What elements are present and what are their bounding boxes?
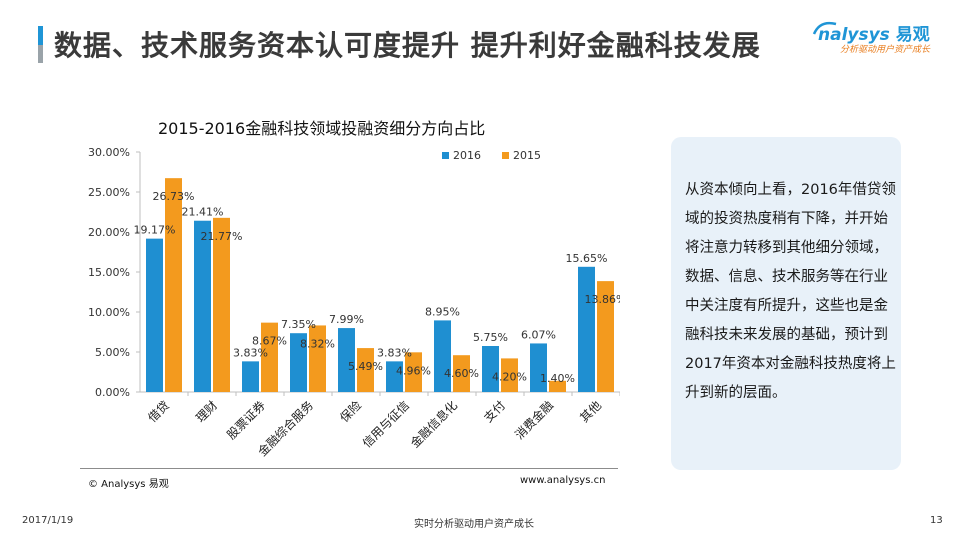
data-label-2015: 4.96% <box>396 364 431 377</box>
data-label-2015: 8.32% <box>300 337 335 350</box>
y-tick-label: 30.00% <box>88 146 130 159</box>
analysys-logo: nalysys 易观 分析驱动用户资产成长 <box>812 20 938 60</box>
note-text: 从资本倾向上看，2016年借贷领域的投资热度稍有下降，并开始将注意力转移到其他细… <box>685 182 896 401</box>
bar-2016 <box>146 238 163 392</box>
x-tick-label: 借贷 <box>145 398 172 425</box>
data-label-2015: 8.67% <box>252 335 287 348</box>
legend-label-2016: 2016 <box>453 149 481 162</box>
bar-2016 <box>338 328 355 392</box>
data-label-2016: 21.41% <box>182 206 224 219</box>
legend-swatch-2015 <box>502 152 509 159</box>
y-tick-label: 25.00% <box>88 186 130 199</box>
header-accent-bar-secondary <box>38 45 43 63</box>
bar-2015 <box>549 380 566 392</box>
logo-wordmark-latin: nalysys <box>818 25 890 45</box>
bar-2015 <box>165 178 182 392</box>
bar-2015 <box>357 348 374 392</box>
data-label-2016: 3.83% <box>233 346 268 359</box>
y-tick-label: 5.00% <box>95 346 130 359</box>
chart-title: 2015-2016金融科技领域投融资细分方向占比 <box>158 119 486 138</box>
bar-2016 <box>434 320 451 392</box>
chart-source-url: www.analysys.cn <box>520 475 606 486</box>
page-title: 数据、技术服务资本认可度提升 提升利好金融科技发展 <box>54 29 761 62</box>
y-tick-label: 20.00% <box>88 226 130 239</box>
x-tick-label: 理财 <box>193 398 220 425</box>
bar-2016 <box>578 266 595 392</box>
y-tick-label: 10.00% <box>88 306 130 319</box>
bar-2015 <box>453 355 470 392</box>
page-number: 13 <box>930 515 943 526</box>
footer-date: 2017/1/19 <box>22 515 74 526</box>
header-accent-bar <box>38 26 43 45</box>
bar-chart: 0.00% 5.00% 10.00% 15.00% 20.00% 25.00% 30.00%… <box>88 146 620 459</box>
bar-2016 <box>194 220 211 392</box>
bar-2016 <box>386 361 403 392</box>
bar-2016 <box>290 333 307 392</box>
data-label-2015: 21.77% <box>201 230 243 243</box>
data-label-2015: 5.49% <box>348 360 383 373</box>
y-tick-label: 0.00% <box>95 386 130 399</box>
y-tick-label: 15.00% <box>88 266 130 279</box>
logo-wordmark-cn: 易观 <box>895 25 930 45</box>
bar-2016 <box>242 361 259 392</box>
legend-swatch-2016 <box>442 152 449 159</box>
bar-2015 <box>405 352 422 392</box>
data-label-2016: 7.99% <box>329 313 364 326</box>
bar-2016 <box>482 346 499 392</box>
logo-slogan: 分析驱动用户资产成长 <box>840 45 931 55</box>
x-tick-label: 支付 <box>481 398 508 425</box>
data-label-2015: 1.40% <box>540 372 575 385</box>
x-tick-label: 其他 <box>577 398 604 425</box>
bar-2015 <box>597 281 614 392</box>
logo-wordmark: nalysys 易观 <box>818 20 930 45</box>
x-tick-label: 金融信息化 <box>407 398 460 451</box>
data-label-2016: 8.95% <box>425 305 460 318</box>
data-label-2016: 7.35% <box>281 318 316 331</box>
data-label-2015: 4.60% <box>444 367 479 380</box>
x-tick-label: 股票证券 <box>224 398 269 443</box>
x-tick-label: 信用与征信 <box>360 398 412 450</box>
data-label-2016: 19.17% <box>134 224 176 237</box>
chart-bottom-rule <box>80 468 618 469</box>
legend-label-2015: 2015 <box>513 149 541 162</box>
data-label-2016: 6.07% <box>521 328 556 341</box>
data-label-2015: 13.86% <box>585 293 620 306</box>
data-label-2016: 3.83% <box>377 346 412 359</box>
bar-2015 <box>213 217 230 392</box>
data-label-2016: 15.65% <box>566 252 608 265</box>
bar-2015 <box>501 358 518 392</box>
footer-slogan: 实时分析驱动用户资产成长 <box>414 519 534 530</box>
note-panel <box>671 137 901 470</box>
logo-swoosh-icon <box>812 21 837 35</box>
bar-2016 <box>530 343 547 392</box>
data-label-2015: 26.73% <box>153 190 195 203</box>
bar-2015 <box>309 325 326 392</box>
x-tick-label: 保险 <box>337 398 365 426</box>
data-label-2016: 5.75% <box>473 331 508 344</box>
chart-copyright: © Analysys 易观 <box>88 479 169 490</box>
data-label-2015: 4.20% <box>492 370 527 383</box>
bar-2015 <box>261 322 278 392</box>
x-tick-label: 消费金融 <box>512 398 557 443</box>
